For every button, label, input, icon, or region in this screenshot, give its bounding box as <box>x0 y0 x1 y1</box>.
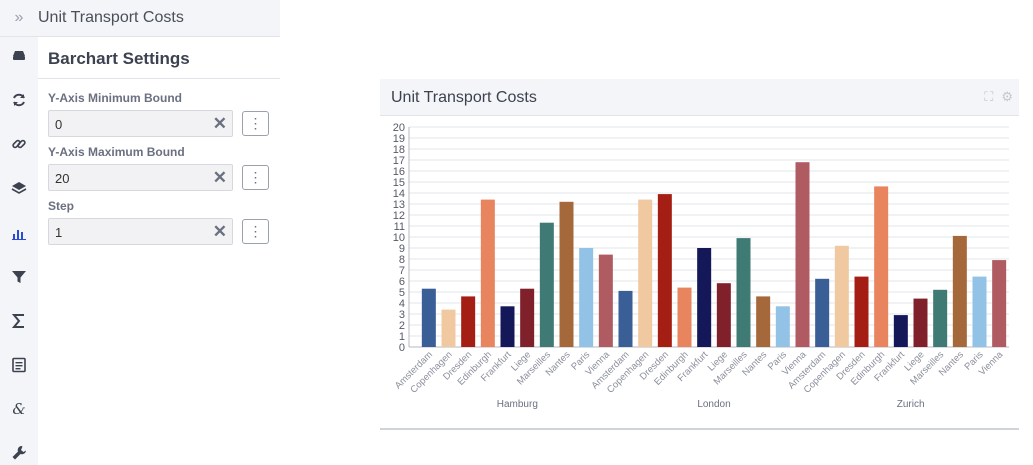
link-icon[interactable] <box>9 134 29 154</box>
y-min-label: Y-Axis Minimum Bound <box>48 91 183 105</box>
layers-icon[interactable] <box>9 178 29 198</box>
group-label: Hamburg <box>497 399 538 410</box>
y-min-field[interactable]: 0 ✕ <box>48 110 233 137</box>
y-tick-label: 14 <box>393 188 405 200</box>
double-chevron-right-icon[interactable]: » <box>14 9 24 26</box>
y-tick-label: 3 <box>399 309 405 321</box>
group-label: Zurich <box>897 399 925 410</box>
bar <box>539 222 554 347</box>
bar <box>559 201 574 347</box>
kebab-icon: ⋮ <box>248 115 263 131</box>
kebab-icon: ⋮ <box>248 223 263 239</box>
filter-icon[interactable] <box>9 267 29 287</box>
y-tick-label: 5 <box>399 287 405 299</box>
step-label: Step <box>48 199 75 213</box>
y-max-value[interactable]: 20 <box>55 171 70 186</box>
bar <box>638 199 653 347</box>
bar-chart-icon[interactable] <box>9 223 29 243</box>
step-menu-button[interactable]: ⋮ <box>242 219 269 244</box>
drive-icon[interactable] <box>9 45 29 65</box>
clear-icon[interactable]: ✕ <box>212 168 227 187</box>
bar <box>697 248 712 347</box>
y-tick-label: 8 <box>399 254 405 266</box>
y-tick-label: 0 <box>399 342 405 354</box>
refresh-icon[interactable] <box>9 90 29 110</box>
bar <box>854 276 869 347</box>
y-tick-label: 6 <box>399 276 405 288</box>
y-tick-label: 13 <box>393 199 405 211</box>
expand-icon[interactable]: ⛶ <box>984 89 994 104</box>
chart-title: Unit Transport Costs <box>391 89 537 106</box>
bar <box>579 248 594 347</box>
y-tick-label: 16 <box>393 166 405 178</box>
clear-icon[interactable]: ✕ <box>212 114 227 133</box>
left-pane: » Unit Transport Costs & <box>0 0 280 465</box>
y-tick-label: 1 <box>399 331 405 343</box>
bar <box>441 309 456 347</box>
step-field[interactable]: 1 ✕ <box>48 218 233 245</box>
y-tick-label: 2 <box>399 320 405 332</box>
bar <box>520 288 535 347</box>
app-title: Unit Transport Costs <box>38 9 184 26</box>
bar <box>598 254 613 347</box>
chart-card: Unit Transport Costs ⛶ ⚙ 0 1 2 3 4 5 6 7 8 9 10 11 1… <box>380 79 1019 430</box>
y-tick-label: 12 <box>393 210 405 222</box>
bar <box>500 306 515 347</box>
y-max-field[interactable]: 20 ✕ <box>48 164 233 191</box>
bar <box>421 288 436 347</box>
bar-chart: 01234567891011121314151617181920Amsterda… <box>393 122 1009 410</box>
step-value[interactable]: 1 <box>55 225 63 240</box>
sigma-icon[interactable] <box>9 311 29 331</box>
y-min-menu-button[interactable]: ⋮ <box>242 111 269 136</box>
group-label: London <box>697 399 730 410</box>
y-tick-label: 4 <box>399 298 405 310</box>
bar <box>736 238 751 347</box>
divider <box>38 78 280 79</box>
bar <box>677 287 692 347</box>
chart-header: Unit Transport Costs ⛶ ⚙ <box>380 79 1019 116</box>
app-header: » Unit Transport Costs <box>0 0 280 37</box>
barchart-settings-panel: Barchart Settings Y-Axis Minimum Bound 0… <box>38 37 280 261</box>
bar <box>893 315 908 347</box>
y-tick-label: 10 <box>393 232 405 244</box>
y-tick-label: 11 <box>394 221 405 233</box>
sidebar: & <box>0 37 38 465</box>
bar <box>815 278 830 347</box>
kebab-icon: ⋮ <box>248 169 263 185</box>
bar <box>992 260 1007 347</box>
gear-icon[interactable]: ⚙ <box>1001 89 1013 104</box>
wrench-icon[interactable] <box>9 443 29 463</box>
bar <box>952 235 967 347</box>
bar <box>874 186 889 347</box>
bar <box>618 290 633 347</box>
list-icon[interactable] <box>9 355 29 375</box>
ampersand-icon[interactable]: & <box>12 400 26 418</box>
bar <box>756 296 771 347</box>
y-max-menu-button[interactable]: ⋮ <box>242 165 269 190</box>
bar <box>933 289 948 347</box>
bar <box>795 162 810 347</box>
bar <box>461 296 476 347</box>
y-tick-label: 20 <box>393 122 405 134</box>
y-tick-label: 9 <box>399 243 405 255</box>
bar <box>657 194 672 347</box>
bar <box>775 306 790 347</box>
bar <box>913 298 928 347</box>
panel-title: Barchart Settings <box>48 49 190 68</box>
bar <box>480 199 495 347</box>
y-tick-label: 19 <box>393 133 405 145</box>
y-max-label: Y-Axis Maximum Bound <box>48 145 185 159</box>
y-tick-label: 18 <box>393 144 405 156</box>
bar <box>972 276 987 347</box>
y-min-value[interactable]: 0 <box>55 117 63 132</box>
y-tick-label: 15 <box>393 177 405 189</box>
clear-icon[interactable]: ✕ <box>212 222 227 241</box>
bar <box>716 283 731 347</box>
y-tick-label: 7 <box>399 265 405 277</box>
y-tick-label: 17 <box>393 155 405 167</box>
bar <box>834 245 849 347</box>
